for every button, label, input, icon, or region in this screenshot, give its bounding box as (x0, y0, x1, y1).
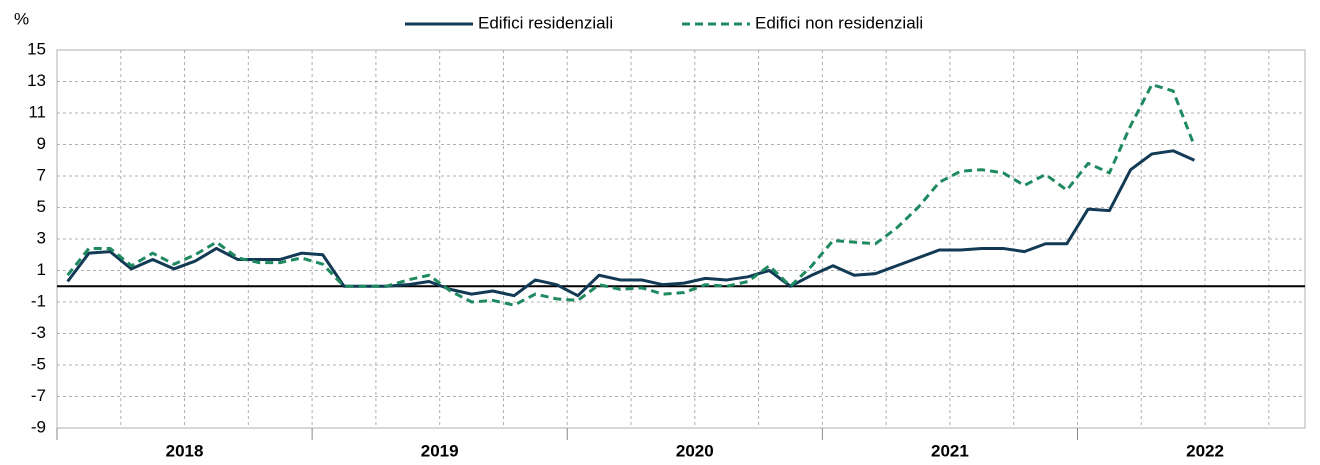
x-group-label: 2022 (1186, 441, 1224, 460)
x-group-label: 2018 (166, 441, 204, 460)
y-tick-label: 3 (37, 228, 46, 247)
series-line (66, 149, 1196, 298)
legend-label: Edifici residenziali (478, 13, 613, 32)
y-tick-label: 5 (37, 197, 46, 216)
y-tick-label: 1 (37, 260, 46, 279)
x-group-label: 2019 (421, 441, 459, 460)
series-line (66, 83, 1196, 307)
x-group-label: 2020 (676, 441, 714, 460)
y-tick-label: -5 (31, 354, 46, 373)
legend-label: Edifici non residenziali (755, 13, 923, 32)
y-unit: % (14, 9, 29, 28)
y-tick-label: -7 (31, 386, 46, 405)
y-tick-label: 13 (27, 71, 46, 90)
y-tick-label: 15 (27, 39, 46, 58)
y-tick-label: -3 (31, 323, 46, 342)
y-tick-label: 7 (37, 165, 46, 184)
y-tick-label: -9 (31, 417, 46, 436)
plot-frame (56, 49, 1306, 429)
x-group-label: 2021 (931, 441, 969, 460)
y-tick-label: 9 (37, 134, 46, 153)
y-tick-label: 11 (28, 102, 46, 121)
y-tick-label: -1 (31, 291, 46, 310)
